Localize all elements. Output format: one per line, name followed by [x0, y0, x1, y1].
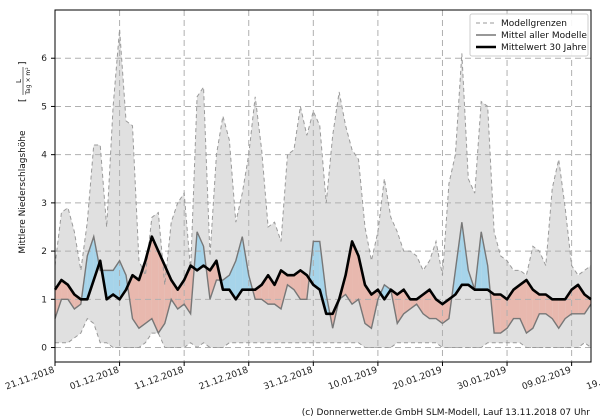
- x-tick-label: 21.11.2018: [4, 365, 56, 392]
- above-normal-segment: [313, 241, 319, 289]
- x-tick-label: 30.01.2019: [456, 365, 508, 392]
- legend-label: Modellgrenzen: [501, 19, 567, 29]
- y-axis-label-group: Mittlere Niederschlagshöhe [ L Tag × m²]: [15, 61, 32, 253]
- below-normal-segment: [494, 294, 500, 333]
- y-tick-label: 1: [41, 295, 47, 305]
- x-tick-label: 19.02.2019: [585, 365, 600, 392]
- x-tick-label: 20.01.2019: [392, 365, 444, 392]
- y-tick-label: 4: [41, 151, 47, 161]
- below-normal-segment: [539, 294, 545, 313]
- y-tick-label: 2: [41, 247, 47, 257]
- y-tick-label: 0: [41, 344, 47, 354]
- x-tick-label: 10.01.2019: [327, 365, 379, 392]
- precipitation-chart: 0 1 2 3 4 5 6 21.11.2018 01.12.2018 11.12.2018 21.…: [0, 0, 600, 420]
- legend: Modellgrenzen Mittel aller Modelle Mittelw…: [470, 14, 588, 56]
- y-tick-label: 6: [41, 54, 47, 64]
- legend-label: Mittelwert 30 Jahre: [501, 43, 587, 53]
- y-axis-label-text: Mittlere Niederschlagshöhe: [18, 130, 28, 254]
- x-tick-label: 21.12.2018: [198, 365, 250, 392]
- y-axis-unit-denominator: Tag × m²: [25, 67, 32, 96]
- y-axis-unit-open-bracket: [: [18, 98, 28, 102]
- y-axis-label: Mittlere Niederschlagshöhe [ L Tag × m²]: [15, 61, 32, 253]
- y-tick-label: 3: [41, 199, 47, 209]
- below-normal-segment: [501, 294, 507, 333]
- y-tick-label: 5: [41, 102, 47, 112]
- y-axis-unit-close-bracket: ]: [18, 61, 28, 65]
- credit-text: (c) Donnerwetter.de GmbH SLM-Modell, Lau…: [302, 408, 590, 418]
- legend-label: Mittel aller Modelle: [501, 31, 587, 41]
- x-tick-label: 31.12.2018: [262, 365, 314, 392]
- x-tick-label: 11.12.2018: [133, 365, 185, 392]
- x-tick-label: 01.12.2018: [69, 365, 121, 392]
- x-tick-label: 09.02.2019: [521, 365, 573, 392]
- y-axis-unit-numerator: L: [15, 79, 23, 83]
